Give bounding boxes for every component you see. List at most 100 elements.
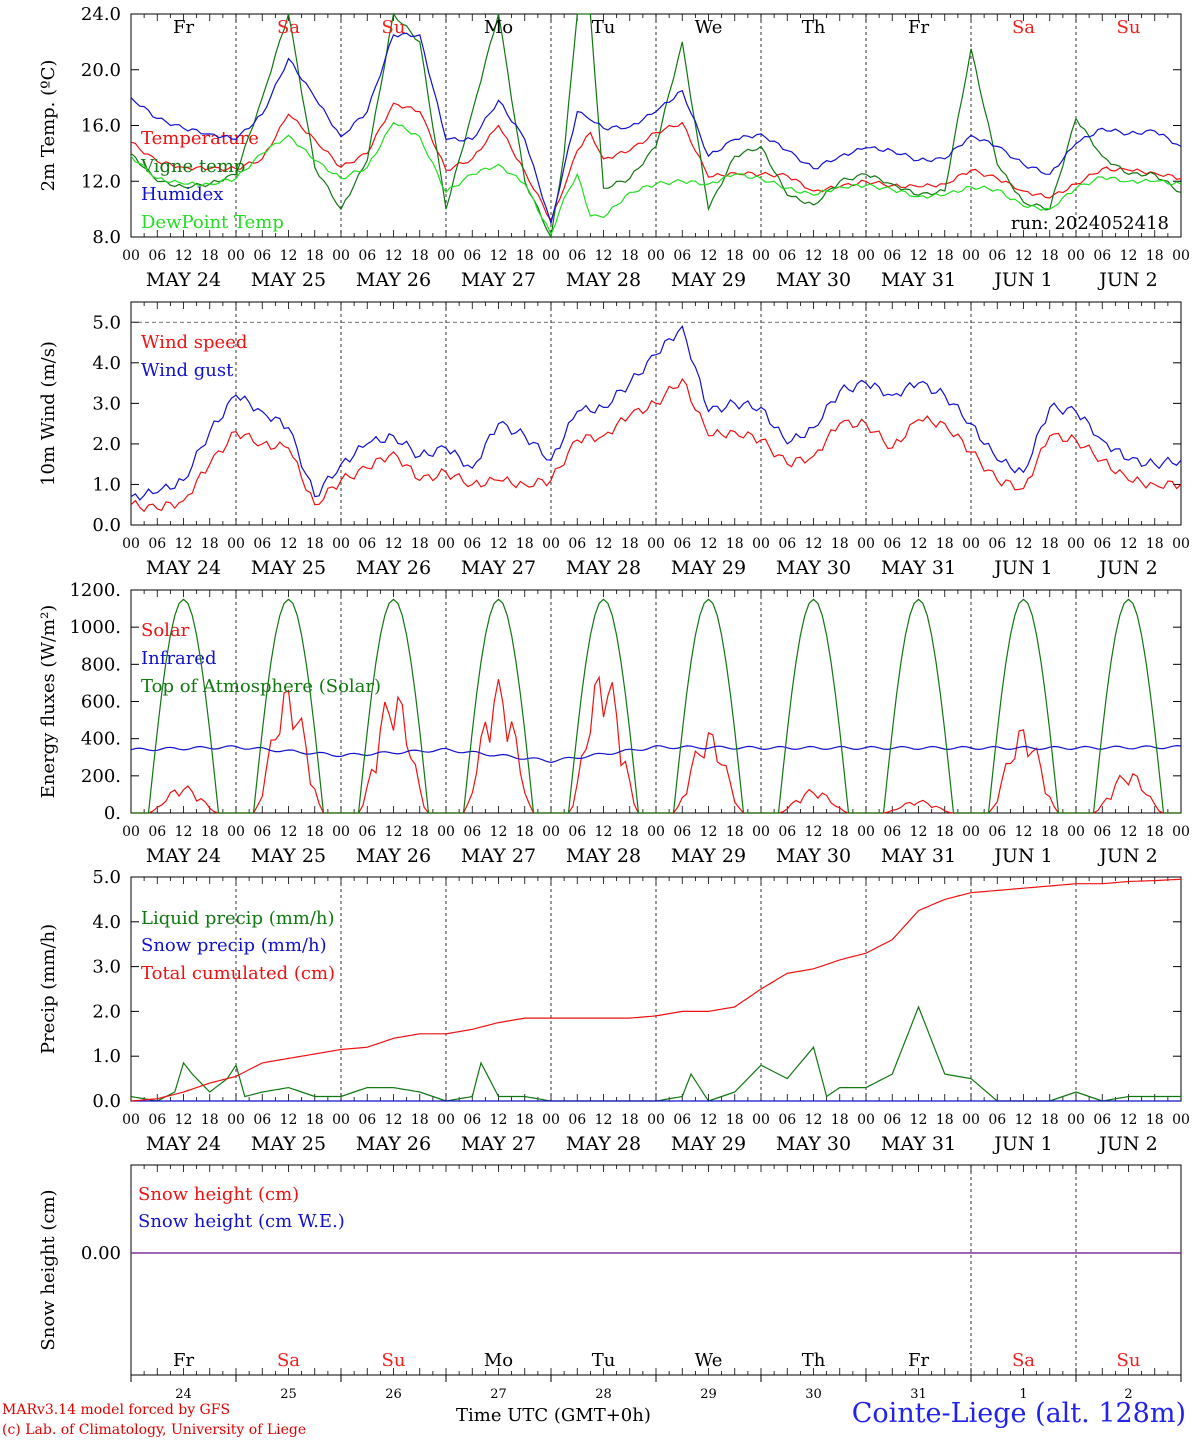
hour-tick-label: 00 — [227, 1112, 245, 1128]
y-axis-title: Energy fluxes (W/m²) — [38, 605, 59, 799]
date-label: MAY 27 — [461, 1133, 536, 1155]
y-tick-label: 4.0 — [92, 912, 121, 933]
weekday-label-bottom: Fr — [908, 1350, 929, 1371]
hour-tick-label: 18 — [1146, 536, 1164, 552]
hour-tick-label: 00 — [227, 824, 245, 840]
x-axis-title: Time UTC (GMT+0h) — [456, 1405, 651, 1426]
day-number-label: 29 — [700, 1387, 717, 1402]
hour-tick-label: 06 — [1093, 536, 1111, 552]
series-temperature — [130, 102, 1182, 222]
weekday-label-bottom: Tu — [592, 1350, 616, 1371]
hour-tick-label: 12 — [595, 248, 613, 264]
hour-tick-label: 00 — [542, 536, 560, 552]
hour-tick-label: 12 — [175, 824, 193, 840]
credit-line-1: MARv3.14 model forced by GFS — [2, 1402, 231, 1418]
y-tick-label: 3.0 — [92, 957, 121, 978]
hour-tick-label: 06 — [673, 824, 691, 840]
series-humidex — [130, 32, 1182, 226]
hour-tick-label: 18 — [726, 1112, 744, 1128]
day-number-label: 27 — [490, 1387, 507, 1402]
y-tick-label: 5.0 — [92, 867, 121, 888]
date-label: JUN 1 — [992, 269, 1052, 291]
hour-tick-label: 18 — [201, 824, 219, 840]
hour-tick-label: 00 — [332, 824, 350, 840]
hour-tick-label: 06 — [1093, 248, 1111, 264]
weekday-label-top: Fr — [908, 17, 929, 38]
hour-tick-label: 06 — [253, 248, 271, 264]
hour-tick-label: 12 — [1015, 248, 1033, 264]
legend-entry: Total cumulated (cm) — [141, 963, 335, 984]
hour-tick-label: 06 — [988, 536, 1006, 552]
station-name: Cointe-Liege (alt. 128m) — [851, 1398, 1186, 1429]
hour-tick-label: 06 — [358, 824, 376, 840]
hour-tick-label: 18 — [621, 1112, 639, 1128]
hour-tick-label: 12 — [805, 1112, 823, 1128]
hour-tick-label: 06 — [253, 1112, 271, 1128]
hour-tick-label: 18 — [726, 536, 744, 552]
weekday-label-bottom: Fr — [173, 1350, 194, 1371]
hour-tick-label: 18 — [936, 536, 954, 552]
hour-tick-label: 06 — [148, 248, 166, 264]
y-tick-label: 0.0 — [92, 1091, 121, 1112]
hour-tick-label: 12 — [385, 824, 403, 840]
hour-tick-label: 00 — [542, 824, 560, 840]
hour-tick-label: 00 — [332, 536, 350, 552]
legend-entry: Snow height (cm W.E.) — [138, 1211, 345, 1232]
legend-entry: Snow height (cm) — [138, 1184, 299, 1205]
day-number-label: 2 — [1124, 1387, 1132, 1402]
hour-tick-label: 06 — [1093, 824, 1111, 840]
y-tick-label: 5.0 — [92, 312, 121, 333]
date-label: MAY 25 — [251, 845, 326, 867]
y-axis-title: Snow height (cm) — [38, 1189, 59, 1350]
hour-tick-label: 06 — [883, 1112, 901, 1128]
y-tick-label: 0.0 — [92, 515, 121, 536]
date-label: JUN 2 — [1097, 557, 1157, 579]
hour-tick-label: 06 — [883, 536, 901, 552]
legend-entry: Snow precip (mm/h) — [141, 935, 327, 956]
weekday-label-bottom: Mo — [484, 1350, 513, 1371]
hour-tick-label: 18 — [201, 1112, 219, 1128]
weekday-label-top: Sa — [1012, 17, 1035, 38]
hour-tick-label: 00 — [752, 536, 770, 552]
hour-tick-label: 12 — [490, 536, 508, 552]
hour-tick-label: 06 — [253, 536, 271, 552]
series-vigne-temp — [130, 12, 1182, 239]
date-label: MAY 26 — [356, 845, 431, 867]
hour-tick-label: 06 — [778, 1112, 796, 1128]
hour-tick-label: 18 — [411, 536, 429, 552]
weekday-label-bottom: Sa — [277, 1350, 300, 1371]
date-label: MAY 27 — [461, 557, 536, 579]
hour-tick-label: 18 — [726, 824, 744, 840]
hour-tick-label: 00 — [1172, 536, 1190, 552]
date-label: JUN 1 — [992, 557, 1052, 579]
date-label: MAY 29 — [671, 269, 746, 291]
date-label: MAY 25 — [251, 1133, 326, 1155]
hour-tick-label: 12 — [385, 536, 403, 552]
series-wind-gust — [130, 325, 1182, 501]
hour-tick-label: 00 — [962, 824, 980, 840]
day-number-label: 31 — [910, 1387, 927, 1402]
hour-tick-label: 00 — [1067, 824, 1085, 840]
hour-tick-label: 12 — [595, 1112, 613, 1128]
hour-tick-label: 18 — [306, 1112, 324, 1128]
hour-tick-label: 00 — [857, 248, 875, 264]
hour-tick-label: 06 — [1093, 1112, 1111, 1128]
hour-tick-label: 00 — [1067, 536, 1085, 552]
hour-tick-label: 00 — [332, 248, 350, 264]
hour-tick-label: 06 — [358, 1112, 376, 1128]
weekday-label-top: Sa — [277, 17, 300, 38]
hour-tick-label: 06 — [673, 536, 691, 552]
hour-tick-label: 12 — [595, 536, 613, 552]
date-label: JUN 2 — [1097, 1133, 1157, 1155]
hour-tick-label: 00 — [437, 536, 455, 552]
date-label: JUN 1 — [992, 845, 1052, 867]
date-label: MAY 30 — [776, 269, 851, 291]
hour-tick-label: 12 — [805, 248, 823, 264]
y-tick-label: 12.0 — [81, 171, 121, 192]
hour-tick-label: 18 — [516, 536, 534, 552]
panel-frame-wind — [130, 301, 1182, 526]
hour-tick-label: 12 — [595, 824, 613, 840]
run-label: run: 2024052418 — [1011, 213, 1169, 234]
hour-tick-label: 00 — [332, 1112, 350, 1128]
